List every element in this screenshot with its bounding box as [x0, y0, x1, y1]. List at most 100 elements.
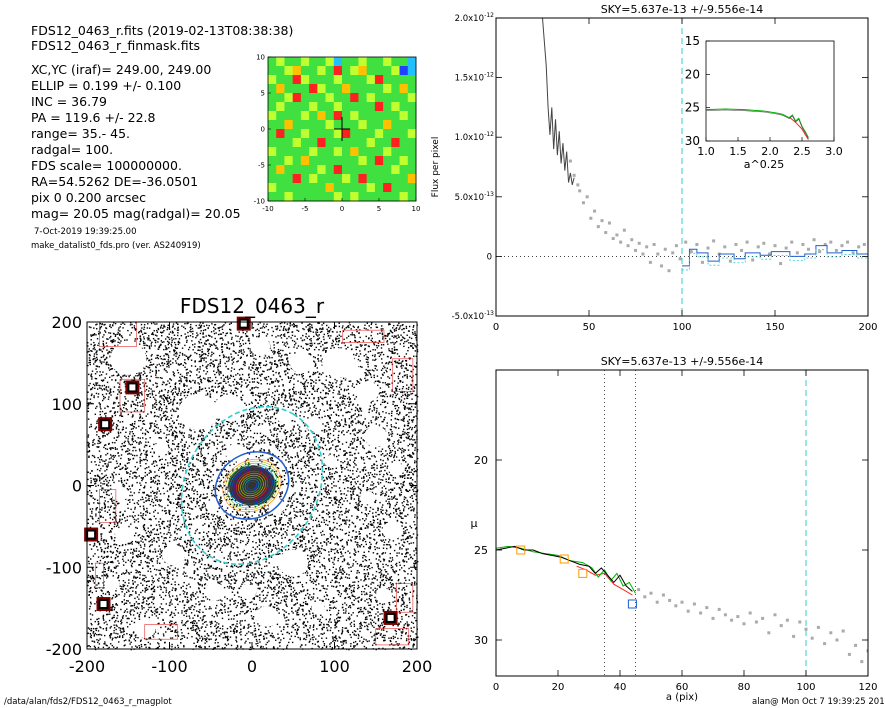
noise-pixel [325, 342, 328, 344]
noise-pixel [299, 393, 302, 395]
noise-pixel [314, 580, 317, 583]
noise-pixel [230, 498, 233, 501]
noise-pixel [329, 408, 332, 410]
noise-pixel [388, 454, 391, 457]
noise-pixel [164, 326, 166, 328]
noise-pixel [315, 517, 318, 520]
noise-pixel [340, 408, 342, 411]
noise-pixel [248, 552, 250, 555]
noise-pixel [382, 579, 384, 581]
noise-pixel [353, 485, 355, 488]
noise-pixel [268, 420, 270, 423]
noise-pixel [398, 552, 400, 554]
noise-pixel [332, 521, 335, 524]
noise-pixel [295, 463, 298, 465]
noise-pixel [214, 373, 216, 376]
residual-cell [284, 57, 294, 67]
noise-pixel [186, 483, 189, 486]
noise-pixel [141, 496, 144, 498]
residual-cell [342, 93, 351, 103]
noise-pixel [145, 532, 148, 534]
noise-pixel [98, 348, 101, 350]
noise-pixel [361, 565, 363, 567]
noise-pixel [353, 353, 355, 356]
noise-pixel [219, 516, 221, 518]
noise-pixel [215, 456, 218, 458]
noise-pixel [157, 622, 159, 625]
noise-pixel [99, 371, 101, 373]
noise-pixel [241, 514, 244, 516]
noise-pixel [329, 468, 332, 470]
noise-pixel [96, 384, 98, 387]
noise-pixel [366, 640, 369, 643]
noise-pixel [299, 646, 302, 648]
residual-cell [268, 165, 277, 175]
noise-pixel [209, 362, 211, 365]
noise-pixel [305, 594, 307, 596]
noise-pixel [253, 523, 255, 525]
noise-pixel [112, 561, 114, 564]
noise-pixel [380, 415, 382, 418]
noise-pixel [174, 614, 176, 617]
noise-pixel [354, 409, 357, 412]
noise-pixel [152, 603, 155, 605]
noise-pixel [271, 549, 273, 551]
noise-pixel [303, 632, 305, 634]
noise-pixel [400, 483, 402, 485]
noise-pixel [178, 388, 181, 391]
noise-pixel [219, 627, 221, 630]
residual-cell [300, 66, 310, 76]
noise-pixel [120, 623, 122, 625]
noise-pixel [403, 589, 406, 591]
noise-pixel [368, 450, 370, 453]
noise-pixel [193, 346, 196, 348]
noise-pixel [157, 487, 159, 489]
noise-pixel [359, 622, 362, 625]
noise-pixel [311, 636, 314, 639]
noise-pixel [181, 325, 183, 327]
noise-pixel [217, 489, 220, 492]
noise-pixel [90, 335, 93, 337]
noise-pixel [91, 574, 94, 577]
noise-pixel [122, 544, 124, 546]
noise-pixel [409, 477, 412, 479]
noise-pixel [226, 598, 229, 600]
noise-pixel [358, 610, 361, 613]
noise-pixel [173, 531, 176, 534]
noise-pixel [379, 533, 381, 536]
noise-pixel [207, 516, 209, 519]
noise-pixel [344, 533, 347, 535]
noise-pixel [284, 345, 287, 347]
noise-pixel [343, 571, 346, 573]
noise-pixel [170, 648, 173, 651]
noise-pixel [393, 343, 395, 345]
noise-pixel [378, 352, 380, 354]
noise-pixel [138, 374, 140, 376]
noise-pixel [121, 467, 123, 470]
noise-pixel [286, 364, 288, 367]
noise-pixel [166, 533, 168, 535]
noise-pixel [216, 447, 218, 450]
noise-pixel [260, 572, 263, 574]
noise-pixel [371, 410, 373, 412]
noise-pixel [328, 442, 330, 444]
noise-pixel [352, 383, 354, 385]
noise-pixel [215, 627, 218, 630]
noise-pixel [192, 379, 194, 382]
noise-pixel [192, 344, 194, 346]
noise-pixel [368, 477, 371, 479]
noise-pixel [359, 421, 361, 423]
noise-pixel [238, 349, 241, 352]
noise-pixel [303, 393, 305, 396]
noise-pixel [407, 394, 409, 396]
noise-pixel [356, 515, 358, 518]
noise-pixel [148, 499, 151, 502]
noise-pixel [371, 581, 373, 584]
noise-pixel [142, 491, 144, 494]
noise-pixel [300, 406, 302, 408]
noise-pixel [203, 487, 206, 489]
noise-pixel [101, 487, 103, 489]
noise-pixel [385, 494, 387, 496]
noise-pixel [98, 435, 100, 438]
noise-pixel [245, 611, 247, 614]
